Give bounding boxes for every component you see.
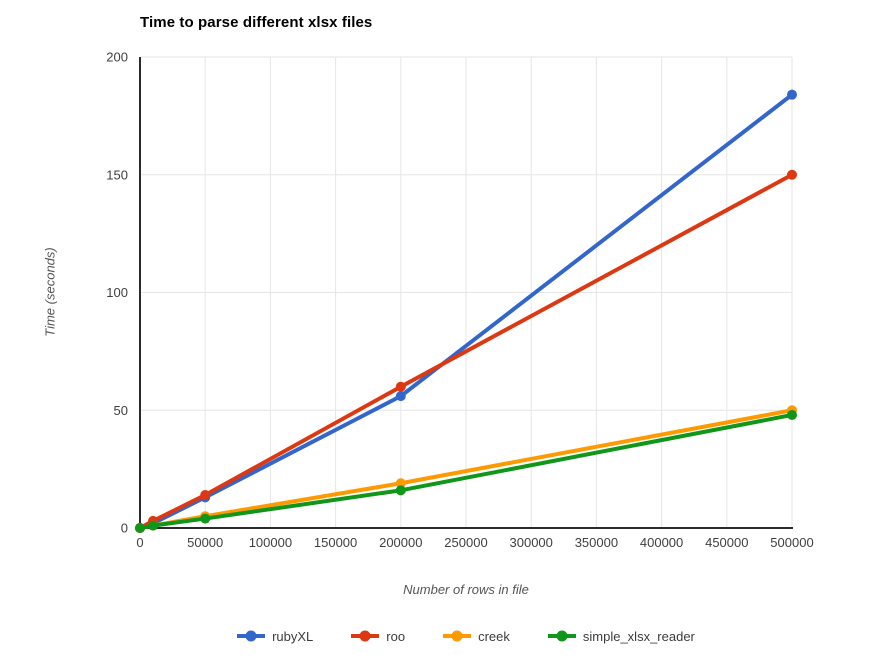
legend-label-roo: roo bbox=[386, 628, 406, 644]
y-tick-label-100: 100 bbox=[106, 285, 128, 300]
x-tick-label-250000: 250000 bbox=[444, 535, 487, 550]
y-tick-label-0: 0 bbox=[121, 521, 128, 536]
point-roo-200000 bbox=[395, 381, 406, 392]
x-tick-label-50000: 50000 bbox=[187, 535, 223, 550]
x-tick-label-0: 0 bbox=[136, 535, 143, 550]
x-tick-label-450000: 450000 bbox=[705, 535, 748, 550]
point-creek-200000 bbox=[395, 478, 406, 489]
legend-item-rubyXL: rubyXL bbox=[237, 629, 313, 644]
legend-item-roo: roo bbox=[351, 629, 405, 644]
legend-marker-roo bbox=[351, 630, 380, 642]
legend-marker-simple_xlsx_reader bbox=[547, 630, 576, 642]
point-rubyXL-200000 bbox=[395, 391, 406, 402]
point-roo-50000 bbox=[200, 490, 211, 501]
chart-legend: rubyXL roo creek simple_xlsx_reader bbox=[140, 624, 792, 648]
chart-title: Time to parse different xlsx files bbox=[140, 14, 373, 31]
legend-item-simple_xlsx_reader: simple_xlsx_reader bbox=[547, 628, 695, 644]
legend-dot-rubyXL bbox=[245, 630, 257, 642]
point-simple_xlsx_reader-500000 bbox=[787, 409, 797, 420]
legend-marker-rubyXL bbox=[237, 630, 266, 642]
y-tick-label-200: 200 bbox=[106, 50, 128, 65]
x-axis-title: Number of rows in file bbox=[403, 582, 529, 597]
y-tick-label-50: 50 bbox=[114, 403, 128, 418]
point-roo-500000 bbox=[787, 169, 797, 180]
point-simple_xlsx_reader-50000 bbox=[200, 513, 211, 524]
legend-dot-roo bbox=[359, 630, 371, 642]
x-tick-label-350000: 350000 bbox=[575, 535, 618, 550]
x-tick-label-150000: 150000 bbox=[314, 535, 357, 550]
x-tick-label-500000: 500000 bbox=[770, 535, 813, 550]
point-simple_xlsx_reader-1 bbox=[135, 523, 146, 533]
legend-dot-creek bbox=[451, 630, 463, 642]
x-tick-label-300000: 300000 bbox=[510, 535, 553, 550]
x-tick-label-100000: 100000 bbox=[249, 535, 292, 550]
legend-label-rubyXL: rubyXL bbox=[272, 628, 314, 644]
y-tick-label-150: 150 bbox=[106, 167, 128, 182]
point-simple_xlsx_reader-10000 bbox=[148, 520, 159, 531]
legend-label-simple_xlsx_reader: simple_xlsx_reader bbox=[582, 628, 695, 644]
legend-dot-simple_xlsx_reader bbox=[556, 630, 568, 642]
legend-item-creek: creek bbox=[443, 629, 510, 644]
point-rubyXL-500000 bbox=[787, 89, 797, 100]
legend-label-creek: creek bbox=[478, 628, 510, 644]
legend-marker-creek bbox=[443, 630, 472, 642]
x-tick-label-200000: 200000 bbox=[379, 535, 422, 550]
point-simple_xlsx_reader-200000 bbox=[395, 485, 406, 496]
x-tick-label-400000: 400000 bbox=[640, 535, 683, 550]
y-axis-title: Time (seconds) bbox=[42, 247, 58, 337]
